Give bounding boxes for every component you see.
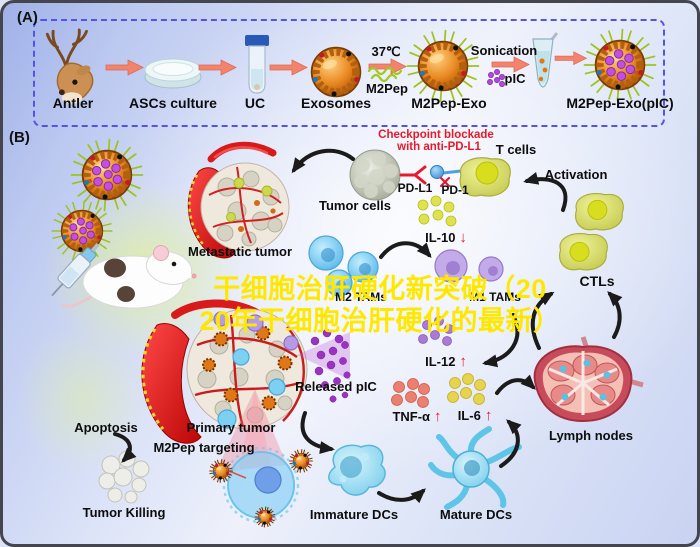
label-ascs-culture: ASCs culture (129, 95, 217, 111)
label-il6: IL-6 ↑ (458, 408, 493, 424)
label-antler: Antler (52, 95, 94, 111)
label-activation: Activation (544, 167, 608, 182)
label-sonication: Sonication (470, 43, 538, 58)
il6-dots (447, 373, 486, 405)
mature-dc-art (428, 426, 522, 510)
watermark-line2: 20年干细胞治肝硬化的最新） (199, 306, 561, 336)
pic-dots-icon (487, 69, 505, 87)
sonication-tube-icon (532, 32, 559, 88)
mouse-icon (61, 245, 197, 309)
label-metastatic-tumor: Metastatic tumor (187, 244, 293, 259)
label-il12: IL-12 ↑ (425, 354, 467, 370)
il12-up-arrow: ↑ (459, 353, 467, 370)
il6-up-arrow: ↑ (484, 407, 493, 424)
label-m2pep-exo-pic: M2Pep-Exo(pIC) (566, 95, 674, 111)
il6-text: IL-6 (457, 408, 481, 424)
label-pic: pIC (504, 71, 526, 86)
watermark-line1: 干细胞治肝硬化新突破（20 (213, 274, 547, 304)
primary-tumor-art (141, 299, 308, 444)
blocked-x-icon (439, 176, 451, 188)
il10-text: IL-10 (425, 230, 456, 246)
label-tumor-killing: Tumor Killing (82, 505, 166, 520)
exosome-particle-icon (51, 200, 113, 262)
label-checkpoint-1: Checkpoint blockade (378, 129, 494, 141)
label-uc: UC (244, 95, 266, 111)
released-pic-dots (310, 328, 351, 403)
label-m1-tams: M1 TAMs (469, 290, 521, 304)
label-exosomes: Exosomes (300, 95, 372, 111)
immature-dc-art (328, 444, 386, 496)
m2pep-exo-icon (406, 29, 480, 103)
label-m2pep: M2Pep (366, 81, 408, 96)
label-mature-dcs: Mature DCs (439, 507, 513, 522)
ctl-cell-art (559, 232, 608, 271)
label-released-pic: Released pIC (295, 379, 377, 394)
deer-antler-icon (45, 28, 94, 104)
il12-dots (418, 316, 454, 346)
m1-tams-art (434, 249, 504, 283)
m2pep-exo-pic-icon (583, 28, 657, 102)
tnf-dots (391, 378, 430, 408)
petri-dish-icon (144, 58, 202, 89)
label-checkpoint-2: with anti-PD-L1 (397, 141, 481, 153)
label-m2pep-exo: M2Pep-Exo (411, 95, 487, 111)
label-tumor-cells: Tumor cells (318, 198, 392, 213)
label-primary-tumor: Primary tumor (186, 420, 276, 435)
mini-exosome-icon (254, 506, 276, 528)
flow-arrows (113, 148, 623, 504)
label-immature-dcs: Immature DCs (309, 507, 399, 522)
t-cell-art (459, 157, 511, 197)
label-tnf: TNF-α ↑ (392, 409, 441, 425)
panel-a-tag: (A) (17, 9, 38, 26)
pd1-ball-icon (430, 165, 444, 179)
mini-exosome-icon (209, 459, 233, 483)
ctl-cell-art (575, 192, 624, 231)
m2-tams-art (308, 235, 379, 297)
il12-text: IL-12 (425, 354, 456, 370)
lymph-nodes-art (533, 336, 644, 423)
uc-tube-icon (245, 35, 269, 94)
label-m2-tams: M2 TAMs (335, 290, 387, 304)
tnf-up-arrow: ↑ (434, 408, 442, 425)
label-t-cells: T cells (495, 142, 537, 157)
label-il10: IL-10 ↓ (425, 230, 467, 246)
pd1-receptor-icon (441, 169, 463, 175)
panel-a-dashed-box (33, 19, 665, 127)
label-pd-l1: PD-L1 (397, 181, 433, 195)
tumor-cells-art (349, 149, 401, 201)
label-pd-1: PD-1 (441, 183, 469, 197)
il10-dots (417, 195, 457, 227)
metastatic-tumor-art (187, 141, 290, 259)
label-temp: 37℃ (371, 44, 401, 59)
mini-exosome-icon (289, 449, 313, 473)
label-lymph-nodes: Lymph nodes (548, 428, 634, 443)
process-arrows (105, 51, 588, 76)
panel-b-tag: (B) (9, 129, 30, 146)
syringe-icon (51, 243, 100, 297)
label-apoptosis: Apoptosis (74, 420, 138, 435)
label-m2pep-targeting: M2Pep targeting (153, 440, 255, 455)
il10-down-arrow: ↓ (459, 229, 467, 246)
tnf-text: TNF-α (392, 409, 431, 425)
m2pep-peptide-icon (367, 66, 403, 83)
exosome-icon (310, 46, 362, 98)
label-ctls: CTLs (579, 273, 615, 289)
exosome-particle-icon (70, 138, 144, 212)
diagram-artwork (18, 28, 657, 528)
anti-pdl1-antibody-icon (399, 165, 427, 185)
